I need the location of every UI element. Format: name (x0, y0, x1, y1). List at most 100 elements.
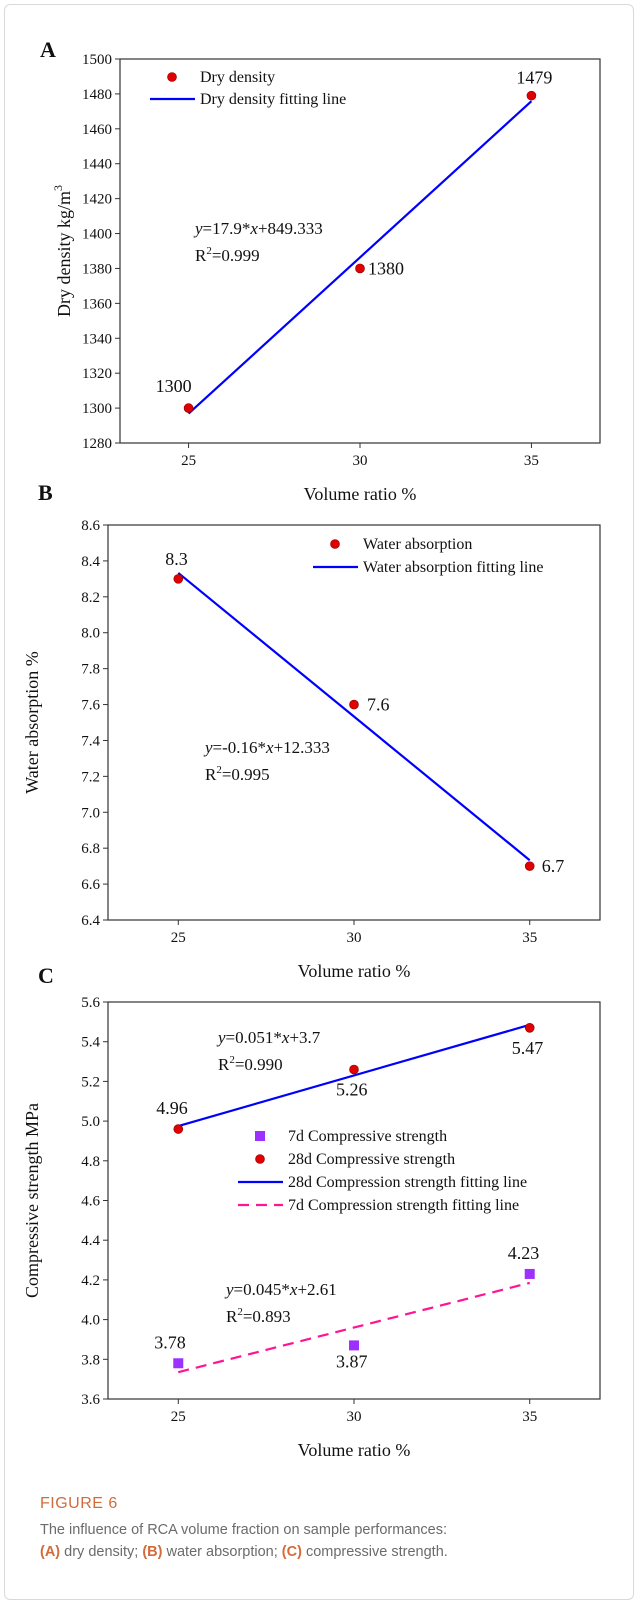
panel-a-xtick-label: 25 (181, 453, 196, 469)
panel-b-data-point (173, 574, 184, 584)
panel-b-ytick-label: 6.8 (81, 841, 100, 857)
figure-charts: A 1280 1300 1320 1340 1360 1380 1400 1420 1440 146… (22, 37, 601, 1460)
caption-label-b: (B) (142, 1544, 163, 1560)
caption-title: FIGURE 6 (40, 1495, 118, 1512)
panel-a-ytick-label: 1320 (82, 366, 112, 382)
panel-a-legend-label: Dry density (200, 69, 275, 86)
panel-a-xtick-label: 35 (524, 453, 539, 469)
panel-c-legend-label: 28d Compression strength fitting line (288, 1174, 527, 1191)
panel-a-ytick-label: 1340 (82, 331, 112, 347)
panel-c-legend-label: 7d Compressive strength (288, 1128, 447, 1145)
figure-frame (4, 4, 634, 1600)
panel-b-plot-frame (107, 524, 601, 921)
panel-c-data-point (524, 1023, 535, 1033)
panel-a-data-point (526, 90, 537, 101)
panel-c-legend-marker (255, 1131, 265, 1141)
panel-a-data-point (355, 263, 365, 274)
panel-c-xtick-label: 25 (171, 1409, 186, 1425)
panel-c-data-label: 5.47 (512, 1038, 544, 1058)
panel-b-ytick-label: 7.4 (81, 733, 100, 749)
caption-text: The influence of RCA volume fraction on … (40, 1519, 620, 1563)
panel-c-fit-line (178, 1281, 530, 1374)
caption-text-part-2: dry density; (60, 1544, 143, 1560)
panel-a-ytick-label: 1480 (82, 87, 112, 103)
panel-c-data-point (349, 1340, 359, 1351)
panel-c-legend-label: 28d Compressive strength (288, 1151, 455, 1168)
panel-a-ytick-label: 1440 (82, 157, 112, 173)
panel-a-data-label: 1380 (368, 258, 404, 278)
panel-a-ytick-label: 1300 (82, 401, 112, 417)
panel-c-data-label: 3.87 (336, 1351, 368, 1371)
panel-c-data-point (349, 1064, 359, 1075)
panel-b-ytick-label: 6.6 (81, 877, 100, 893)
panel-c-ytick-label: 4.0 (81, 1313, 100, 1329)
panel-b-data-label: 7.6 (367, 695, 390, 715)
panel-b-ytick-label: 8.0 (81, 626, 100, 642)
panel-b-r-squared: R2=0.995 (205, 764, 270, 784)
panel-b-fit-line (177, 572, 531, 862)
panel-b-ytick-label: 7.6 (81, 698, 100, 714)
panel-c-ytick-label: 4.2 (81, 1273, 100, 1289)
panel-b-ytick-label: 7.2 (81, 769, 100, 785)
panel-c-fit-equation-28d: y=0.051*x+3.7 (216, 1028, 321, 1047)
panel-c-data-label: 5.26 (336, 1079, 368, 1099)
panel-a-fit-line (187, 100, 533, 415)
panel-b-x-axis-title: Volume ratio % (298, 961, 411, 981)
panel-a-fit-equation: y=17.9*x+849.333 (193, 219, 323, 238)
panel-b-xtick-label: 35 (522, 930, 537, 946)
panel-b-letter: B (38, 480, 53, 505)
panel-c-data-point (173, 1358, 184, 1369)
panel-b-ytick-label: 8.6 (81, 518, 100, 534)
panel-b-data-label: 8.3 (165, 549, 188, 569)
panel-c-ytick-label: 5.2 (81, 1074, 100, 1090)
panel-a-legend-label: Dry density fitting line (200, 91, 346, 108)
panel-a-letter: A (40, 37, 56, 62)
caption-text-part-3: water absorption; (162, 1544, 282, 1560)
panel-c-r-squared-28d: R2=0.990 (218, 1054, 283, 1074)
panel-b-ytick-label: 7.0 (81, 805, 100, 821)
panel-a-ytick-label: 1380 (82, 261, 112, 277)
panel-a-data-label: 1300 (156, 376, 192, 396)
panel-c-ytick-label: 5.4 (81, 1035, 100, 1051)
panel-c-ytick-label: 3.6 (81, 1392, 100, 1408)
panel-b-ytick-label: 6.4 (81, 913, 100, 929)
panel-a-ytick-label: 1360 (82, 296, 112, 312)
panel-a-data-label: 1479 (516, 68, 552, 88)
panel-a-x-axis-title: Volume ratio % (304, 484, 417, 504)
panel-a-data-point (183, 403, 194, 413)
panel-b-legend-label: Water absorption fitting line (363, 559, 543, 576)
caption-label-a: (A) (40, 1544, 61, 1560)
panel-c-ytick-label: 4.4 (81, 1233, 100, 1249)
panel-c-fit-equation-7d: y=0.045*x+2.61 (224, 1280, 337, 1299)
panel-b-ytick-label: 7.8 (81, 662, 100, 678)
panel-c-ytick-label: 4.8 (81, 1154, 100, 1170)
panel-c-data-label: 3.78 (154, 1332, 186, 1352)
panel-c-legend-label: 7d Compression strength fitting line (288, 1197, 519, 1214)
panel-a-plot-frame (119, 58, 601, 444)
panel-a-legend-marker (167, 72, 177, 82)
panel-c-ytick-label: 4.6 (81, 1194, 100, 1210)
panel-a-xtick-label: 30 (353, 453, 368, 469)
panel-c-ytick-label: 5.0 (81, 1114, 100, 1130)
panel-c-fit-line (177, 1023, 531, 1128)
panel-c-r-squared-7d: R2=0.893 (226, 1306, 291, 1326)
panel-b-data-point (524, 861, 535, 871)
panel-c-ytick-label: 3.8 (81, 1352, 100, 1368)
panel-b-xtick-label: 25 (171, 930, 186, 946)
panel-c-xtick-label: 35 (522, 1409, 537, 1425)
panel-a-ytick-label: 1280 (82, 436, 112, 452)
panel-b-ytick-label: 8.2 (81, 590, 100, 606)
panel-a-r-squared: R2=0.999 (195, 245, 260, 265)
panel-a-ytick-label: 1500 (82, 52, 112, 68)
panel-c-data-label: 4.23 (508, 1243, 540, 1263)
panel-b-fit-equation: y=-0.16*x+12.333 (203, 738, 330, 757)
panel-b-ytick-label: 8.4 (81, 554, 100, 570)
panel-c-data-point (524, 1268, 535, 1279)
panel-b-y-axis-title: Water absorption % (22, 651, 42, 794)
panel-a-ytick-label: 1420 (82, 192, 112, 208)
panel-b-legend-marker (330, 539, 340, 549)
panel-a-y-axis-title: Dry density kg/m3 (51, 185, 74, 317)
panel-c-data-point (173, 1124, 184, 1134)
panel-b-legend-label: Water absorption (363, 536, 472, 553)
caption-label-c: (C) (281, 1544, 302, 1560)
